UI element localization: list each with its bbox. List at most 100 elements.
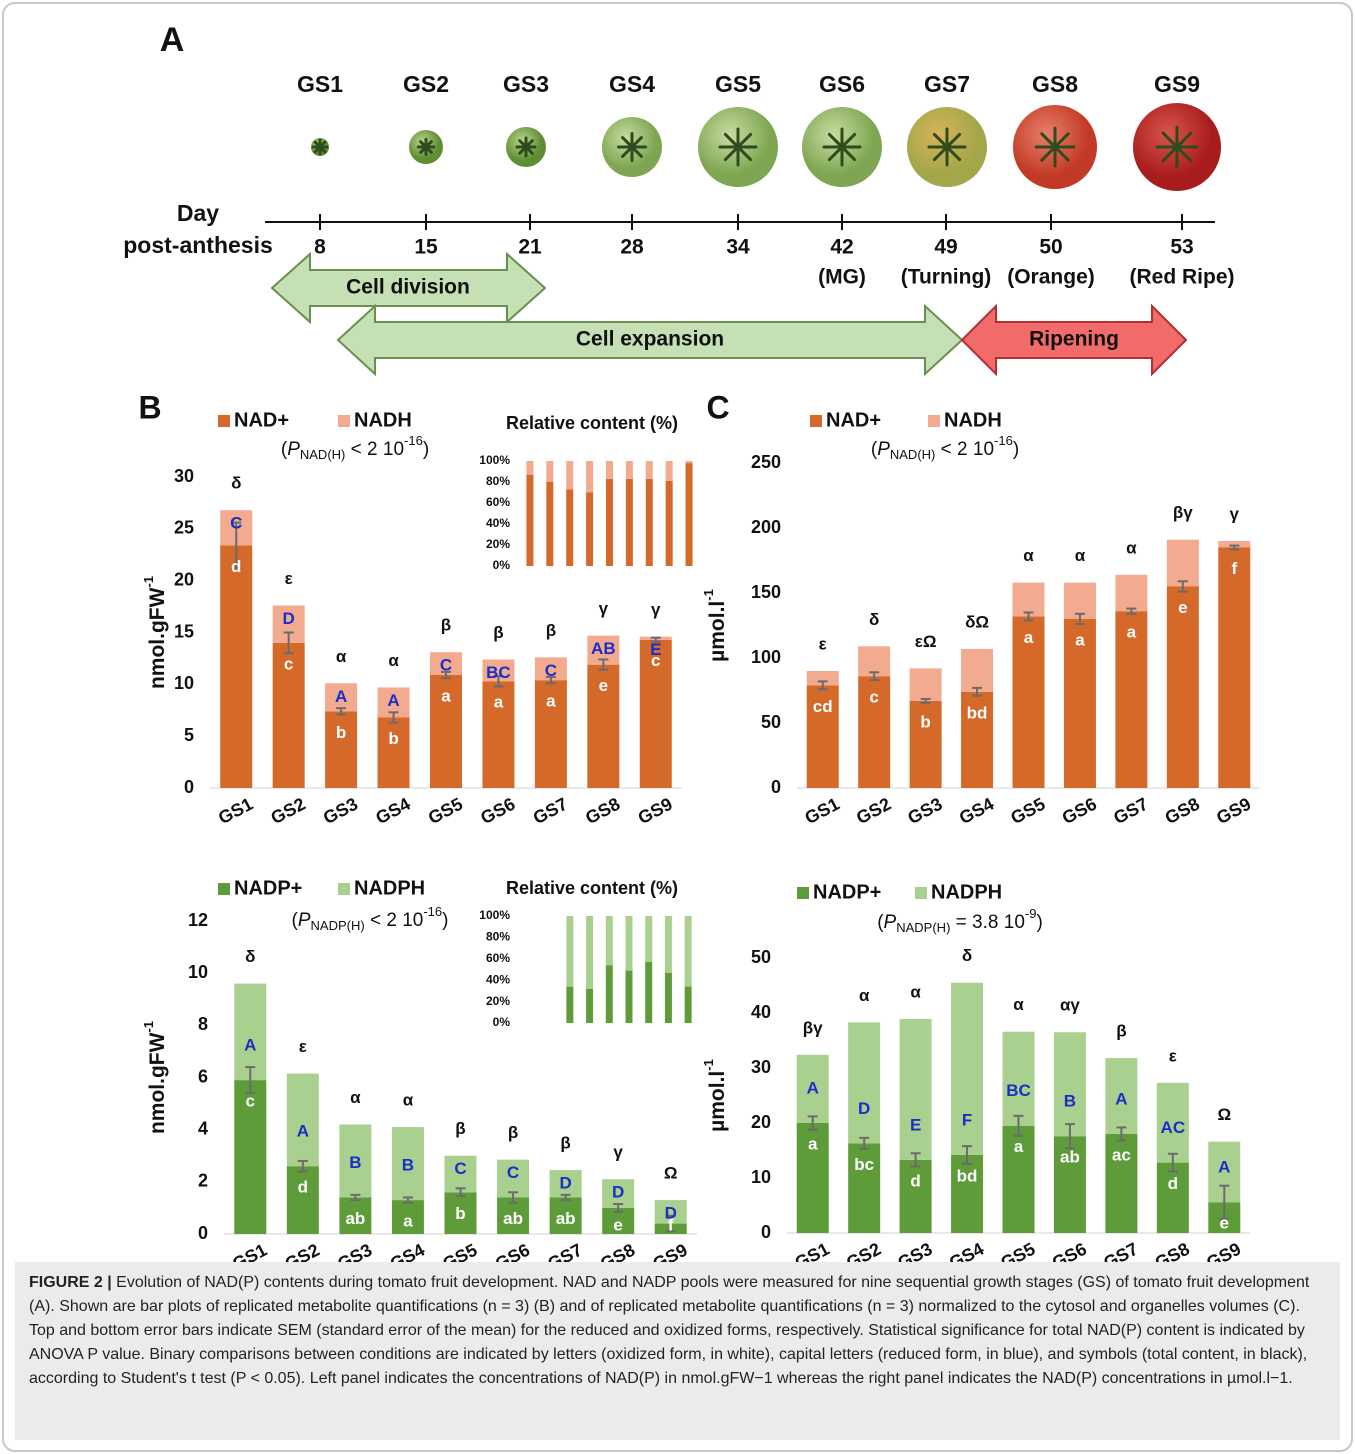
tomato-stem xyxy=(927,127,967,167)
error-bar xyxy=(350,1193,361,1202)
letter-reduced: C xyxy=(440,656,452,675)
letter-oxidized: b xyxy=(920,712,930,731)
letter-total: β xyxy=(546,621,556,640)
subtitle: (PNADP(H) < 2 10-16) xyxy=(292,904,449,933)
letter-oxidized: e xyxy=(599,676,608,695)
y-tick-label: 50 xyxy=(751,947,771,967)
legend-swatch xyxy=(338,415,350,427)
subtitle-part: ) xyxy=(423,439,429,460)
inset-bar-segment xyxy=(685,463,693,566)
bar-segment xyxy=(1115,574,1148,612)
letter-total: Ω xyxy=(1217,1105,1231,1124)
inset-bar-segment xyxy=(665,480,673,566)
y-tick-label: 0 xyxy=(198,1223,208,1243)
subtitle-part: < 2 10 xyxy=(935,439,994,460)
letter-oxidized: b xyxy=(388,729,398,748)
letter-oxidized: ac xyxy=(1112,1145,1131,1164)
x-tick-label: GS6 xyxy=(1059,794,1100,829)
inset-bar-segment xyxy=(606,478,613,566)
bar-segment xyxy=(848,1022,881,1144)
inset-bar-segment xyxy=(546,482,554,566)
letter-total: α xyxy=(1126,538,1137,557)
letter-total: δΩ xyxy=(965,612,989,631)
bar-segment xyxy=(497,1159,530,1198)
bar-segment xyxy=(325,711,358,788)
bar-segment xyxy=(1166,586,1199,788)
x-tick-label: GS1 xyxy=(802,794,843,829)
letter-reduced: BC xyxy=(1006,1081,1031,1100)
tomato-stem xyxy=(1155,125,1199,169)
letter-oxidized: bc xyxy=(854,1155,874,1174)
bar-segment xyxy=(654,1200,687,1224)
bar-segment xyxy=(1156,1082,1189,1163)
error-bar xyxy=(650,636,661,643)
error-bar xyxy=(1074,612,1085,626)
legend-swatch xyxy=(915,887,927,899)
day-axis-label: post-anthesis xyxy=(123,232,273,258)
x-tick-label: GS9 xyxy=(635,794,676,829)
inset-tick-label: 0% xyxy=(493,558,511,572)
x-tick-label: GS5 xyxy=(425,794,466,829)
subtitle-part: ( xyxy=(871,439,878,460)
y-tick-label: 12 xyxy=(188,910,208,930)
stage-label: GS4 xyxy=(609,71,655,97)
letter-oxidized: ab xyxy=(556,1209,576,1228)
legend-label: NAD+ xyxy=(826,409,881,431)
inset-bar-segment xyxy=(684,986,692,1023)
subtitle-part: -16 xyxy=(404,433,423,448)
legend-label: NADH xyxy=(944,409,1002,431)
letter-oxidized: c xyxy=(651,651,660,670)
y-tick-label: 2 xyxy=(198,1171,208,1191)
letter-total: β xyxy=(560,1134,570,1153)
x-tick-label: GS6 xyxy=(477,794,518,829)
inset-tick-label: 40% xyxy=(486,516,510,530)
y-tick-label: 15 xyxy=(174,621,194,641)
letter-reduced: B xyxy=(1064,1092,1076,1111)
letter-oxidized: f xyxy=(668,1215,674,1234)
caption-text: Evolution of NAD(P) contents during toma… xyxy=(29,1274,1310,1387)
error-bar xyxy=(297,1159,308,1173)
letter-total: β xyxy=(455,1119,465,1138)
letter-total: βγ xyxy=(803,1018,823,1037)
day-label: 50 xyxy=(1039,236,1062,259)
legend-label: NADPH xyxy=(354,877,425,899)
phase-label: Cell division xyxy=(346,276,470,299)
error-bar xyxy=(859,1136,870,1150)
stage-label: GS2 xyxy=(403,71,449,97)
error-bar xyxy=(817,680,828,691)
tomato-stem xyxy=(416,137,436,157)
y-tick-label: 20 xyxy=(751,1112,771,1132)
inset-bar-segment xyxy=(625,970,633,1023)
subtitle-part: NAD(H) xyxy=(890,447,936,462)
day-label: 49 xyxy=(934,236,957,259)
letter-oxidized: bd xyxy=(957,1166,978,1185)
inset-bar-segment xyxy=(645,962,653,1023)
inset-tick-label: 100% xyxy=(479,908,510,922)
error-bar xyxy=(441,670,451,680)
y-tick-label: 0 xyxy=(761,1222,771,1242)
legend-swatch xyxy=(797,887,809,899)
inset-tick-label: 60% xyxy=(486,951,510,965)
bar-segment xyxy=(951,1154,984,1233)
subtitle-part: < 2 10 xyxy=(365,910,424,931)
bar-segment xyxy=(534,680,567,788)
inset-bar-segment xyxy=(586,461,594,493)
bar-segment xyxy=(430,652,462,676)
bar-segment xyxy=(220,545,253,788)
bar-segment xyxy=(286,1073,319,1167)
stage-label: GS6 xyxy=(819,71,865,97)
bar-segment xyxy=(796,1054,829,1123)
letter-oxidized: a xyxy=(1024,628,1034,647)
letter-reduced: C xyxy=(507,1163,519,1182)
stage-label: GS9 xyxy=(1154,71,1200,97)
bar-segment xyxy=(482,681,515,788)
legend-swatch xyxy=(338,883,350,895)
bar-segment xyxy=(391,1127,424,1201)
error-bar xyxy=(962,1145,973,1165)
day-label: 21 xyxy=(518,236,542,259)
bar-segment xyxy=(1218,547,1251,788)
inset-bar-segment xyxy=(625,461,633,479)
letter-total: β xyxy=(493,623,503,642)
y-tick-label: 6 xyxy=(198,1066,208,1086)
day-label: 53 xyxy=(1170,236,1193,259)
